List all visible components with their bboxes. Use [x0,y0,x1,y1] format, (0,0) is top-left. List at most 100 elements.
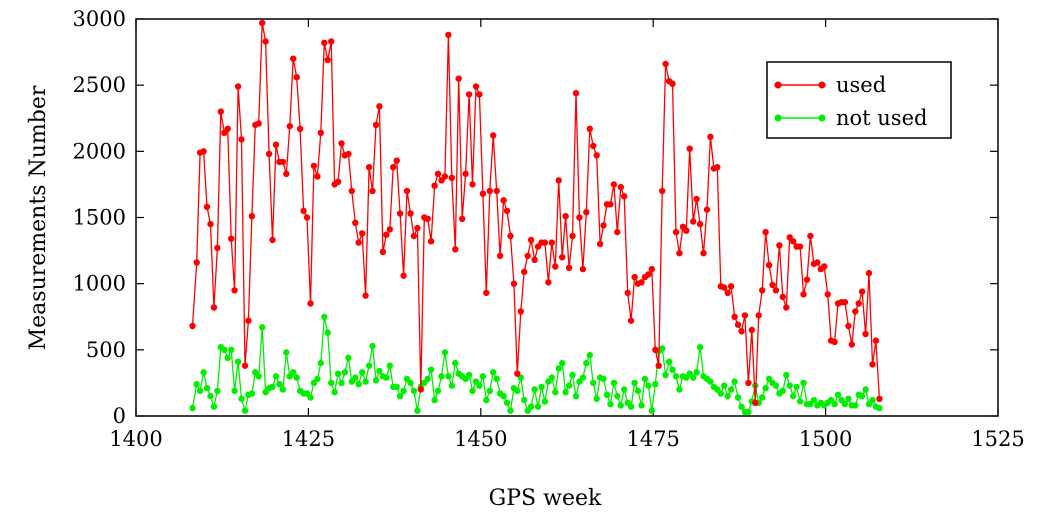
data-point [341,369,349,376]
data-point [331,389,338,396]
data-point [593,152,600,159]
data-point [345,354,352,361]
data-point [638,279,645,286]
data-point [538,383,545,391]
data-point [441,349,449,356]
y-tick-label: 3000 [73,7,126,31]
data-point [631,379,638,387]
data-point [672,228,680,236]
legend-item-not-used: not used [774,106,927,130]
data-point [669,366,676,373]
data-point [410,387,418,395]
y-axis-title: Measurements Number [26,85,51,350]
data-point [445,373,452,380]
data-point [334,370,342,377]
data-point [559,359,566,367]
data-point [600,375,607,383]
data-point [210,304,218,311]
data-point [290,55,297,62]
data-point [493,187,500,195]
data-point [307,300,314,307]
y-axis-ticks [136,18,998,417]
data-point [362,292,369,299]
data-point [324,329,331,336]
data-point [541,239,549,246]
series-used [189,19,883,406]
data-point [483,396,490,404]
data-point [762,385,769,392]
x-tick-label: 1400 [109,427,162,451]
data-point [386,226,393,233]
data-point [869,361,876,368]
data-point [821,263,828,270]
data-point [362,378,369,385]
data-point [279,158,287,166]
data-point [490,132,497,139]
data-point [365,164,373,171]
data-point [234,358,242,365]
data-point [200,148,207,155]
data-point [783,371,790,379]
data-point [500,197,507,204]
data-point [248,213,256,220]
data-point [503,207,511,215]
data-point [479,373,487,380]
data-point [510,280,518,287]
data-point [531,386,538,393]
data-point [379,248,387,256]
data-point [262,38,269,45]
data-point [231,387,238,395]
data-point [517,308,524,315]
data-point [876,395,883,402]
data-point [534,403,542,410]
legend-marker-used [818,81,826,89]
data-point [214,387,221,395]
data-point [552,389,559,396]
data-point [841,400,849,408]
data-point [734,394,742,401]
legend-label-used: used [836,73,886,97]
data-point [831,400,838,408]
data-point [431,182,438,189]
data-point [593,395,600,402]
x-tick-label: 1500 [799,427,852,451]
data-point [207,220,214,228]
data-point [696,220,704,228]
data-point [796,398,804,405]
data-point [228,346,235,353]
data-point [772,287,780,294]
data-point [217,108,224,115]
data-point [555,365,562,372]
data-point [790,238,797,245]
data-point [865,269,873,277]
legend-box [766,61,952,139]
data-point [328,379,335,387]
data-point [200,369,207,376]
data-point [490,369,497,376]
data-point [617,402,624,409]
data-point [845,322,852,330]
data-point [359,369,366,376]
data-point [272,373,280,380]
data-point [548,374,555,381]
data-point [655,362,662,369]
data-point [652,381,659,388]
data-point [562,213,569,220]
data-point [721,284,728,291]
data-point [876,404,883,412]
data-point [641,375,649,383]
data-point [565,264,573,271]
data-point [741,312,749,319]
data-point [376,367,383,375]
data-point [393,383,400,391]
data-point [721,382,728,389]
data-point [514,387,521,395]
plot-area [135,18,999,417]
data-point [231,287,238,294]
data-point [614,228,621,236]
data-point [403,187,411,195]
data-point [441,173,449,180]
data-point [590,379,597,387]
data-point [365,362,373,369]
